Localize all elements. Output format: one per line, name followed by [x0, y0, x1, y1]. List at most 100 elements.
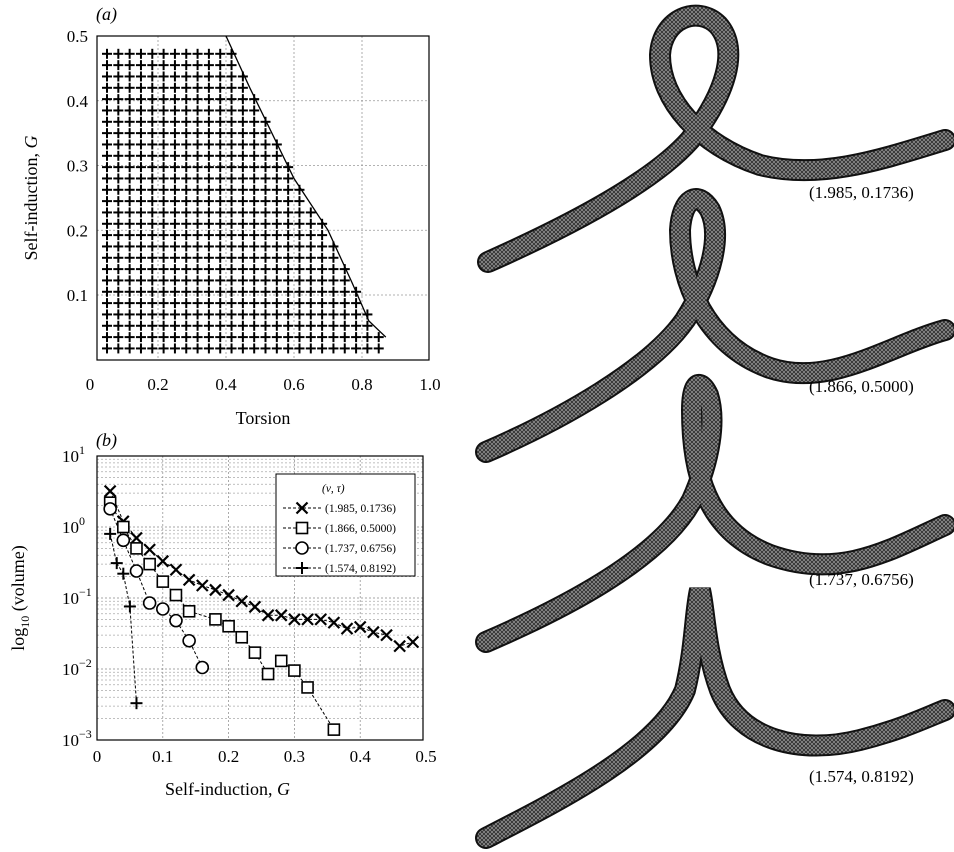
a-point — [147, 105, 158, 116]
a-point — [328, 309, 339, 320]
a-point — [181, 105, 192, 116]
a-point — [102, 150, 112, 161]
a-point — [192, 207, 203, 218]
a-point — [226, 332, 237, 343]
a-point — [271, 162, 282, 173]
a-point — [102, 332, 112, 343]
b-y-tick-label: 10−3 — [62, 727, 92, 750]
a-point — [260, 173, 271, 184]
a-point — [249, 139, 260, 150]
a-point — [169, 264, 180, 275]
a-point — [192, 128, 203, 139]
a-point — [339, 275, 350, 286]
a-point — [305, 320, 316, 331]
a-point — [237, 320, 248, 331]
a-point — [147, 332, 158, 343]
a-point — [328, 264, 339, 275]
a-point — [102, 139, 112, 150]
tube-image-1: (1.985, 0.1736) — [477, 4, 954, 273]
legend-item: (1.866, 0.5000) — [283, 521, 396, 535]
a-point — [169, 48, 180, 59]
a-point — [113, 241, 124, 252]
a-point — [169, 150, 180, 161]
a-point — [169, 252, 180, 263]
a-point — [102, 82, 112, 93]
a-point — [181, 71, 192, 82]
a-point — [237, 298, 248, 309]
a-x-tick-label: 0.2 — [147, 375, 168, 394]
a-point — [237, 275, 248, 286]
a-point — [135, 128, 146, 139]
a-point — [113, 252, 124, 263]
a-point — [203, 298, 214, 309]
a-point — [113, 196, 124, 207]
a-point — [102, 275, 112, 286]
a-point — [215, 94, 226, 105]
a-point — [271, 332, 282, 343]
b-point-x — [406, 635, 420, 649]
a-point — [113, 94, 124, 105]
a-point — [271, 241, 282, 252]
a-point — [260, 184, 271, 195]
a-point — [271, 252, 282, 263]
a-point — [169, 230, 180, 241]
b-series-line — [109, 533, 137, 704]
a-point — [339, 298, 350, 309]
a-point — [283, 298, 294, 309]
a-point — [192, 60, 203, 71]
a-point — [147, 343, 158, 354]
a-point — [260, 196, 271, 207]
a-point — [203, 173, 214, 184]
a-point — [260, 298, 271, 309]
b-point-x — [130, 531, 143, 545]
a-point — [226, 252, 237, 263]
a-point — [317, 298, 328, 309]
a-point — [181, 252, 192, 263]
a-point — [203, 309, 214, 320]
a-point — [271, 264, 282, 275]
tube-image-2: (1.866, 0.5000) — [475, 188, 954, 463]
a-point — [102, 343, 112, 354]
a-point — [169, 162, 180, 173]
a-point — [237, 343, 248, 354]
a-point — [237, 207, 248, 218]
a-point — [147, 184, 158, 195]
b-point-plus — [117, 567, 130, 580]
a-point — [215, 298, 226, 309]
a-point — [226, 173, 237, 184]
b-point-circle — [295, 541, 309, 555]
a-point — [203, 275, 214, 286]
a-point — [226, 207, 237, 218]
a-point — [294, 264, 305, 275]
panel-b-y-tick-labels: 101 100 10−1 10−2 10−3 — [62, 443, 92, 750]
b-point-x — [261, 609, 275, 622]
a-point — [226, 71, 237, 82]
a-point — [158, 162, 169, 173]
b-point-square — [295, 521, 309, 535]
a-point — [317, 230, 328, 241]
a-point — [294, 309, 305, 320]
b-point-x — [327, 616, 341, 629]
a-point — [271, 298, 282, 309]
legend-title: (ν, τ) — [322, 483, 345, 495]
a-x-tick-label: 0.6 — [283, 375, 304, 394]
a-point — [147, 241, 158, 252]
a-point — [339, 286, 350, 297]
a-point — [260, 275, 271, 286]
a-point — [113, 184, 124, 195]
a-point — [192, 162, 203, 173]
b-point-x — [367, 625, 380, 639]
a-point — [158, 320, 169, 331]
a-point — [192, 332, 203, 343]
a-point — [147, 150, 158, 161]
a-point — [192, 105, 203, 116]
a-point — [113, 173, 124, 184]
a-point — [192, 139, 203, 150]
a-point — [181, 184, 192, 195]
a-point — [102, 320, 112, 331]
a-point — [113, 230, 124, 241]
a-point — [249, 150, 260, 161]
a-point — [102, 94, 112, 105]
a-point — [102, 241, 112, 252]
a-point — [102, 128, 112, 139]
